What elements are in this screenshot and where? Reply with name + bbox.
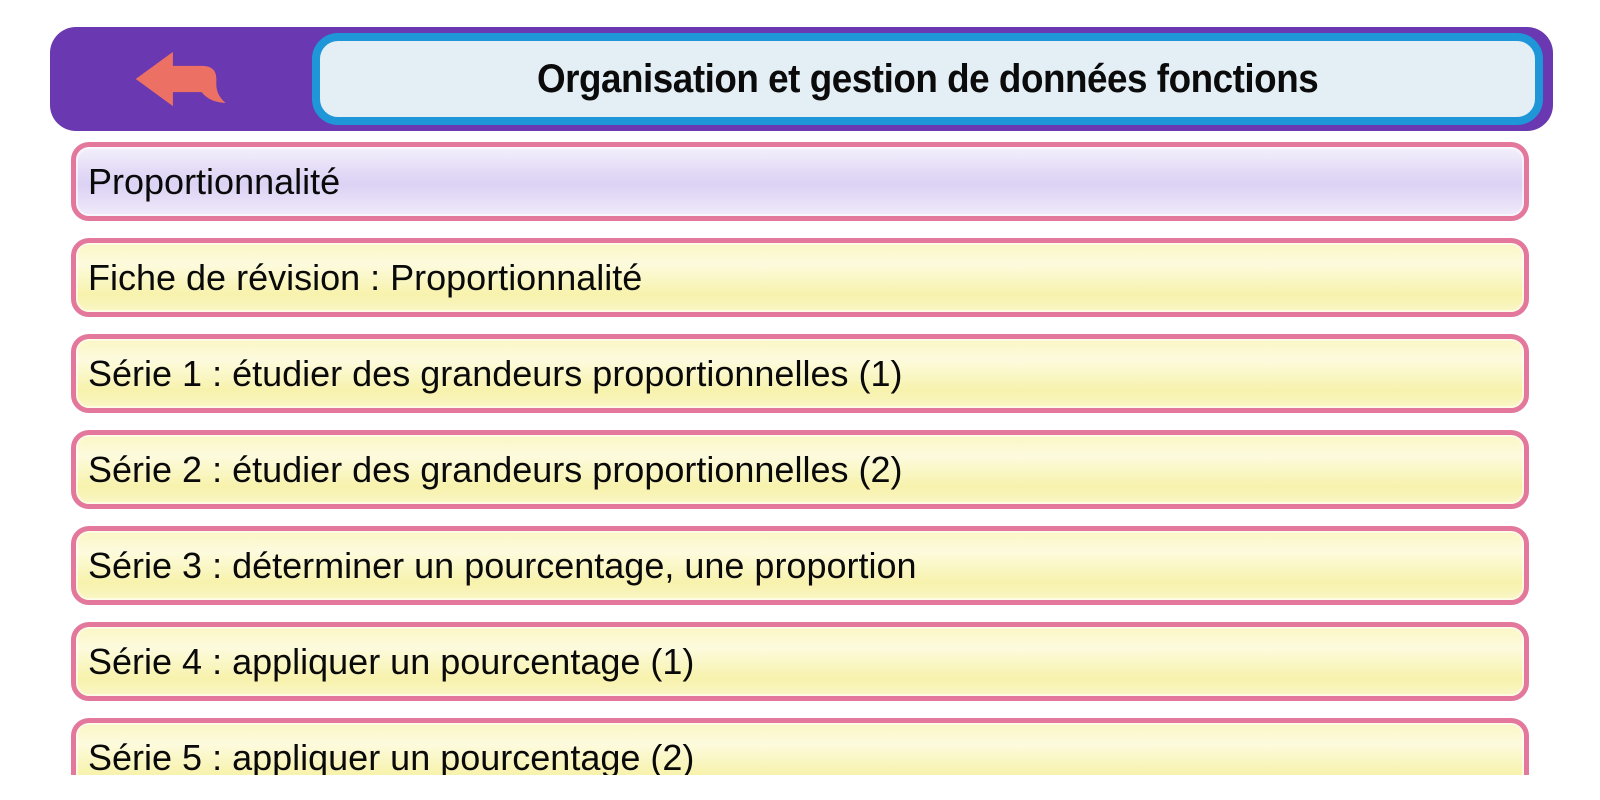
list-item-label: Série 4 : appliquer un pourcentage (1) bbox=[88, 640, 695, 682]
back-arrow-icon bbox=[129, 48, 237, 110]
list-item[interactable]: Série 3 : déterminer un pourcentage, une… bbox=[71, 526, 1529, 605]
page-title-box: Organisation et gestion de données fonct… bbox=[312, 33, 1543, 125]
list-item-label: Série 1 : étudier des grandeurs proporti… bbox=[88, 352, 903, 394]
list-item[interactable]: Série 1 : étudier des grandeurs proporti… bbox=[71, 334, 1529, 413]
list-item-label: Série 5 : appliquer un pourcentage (2) bbox=[88, 736, 695, 776]
page-title: Organisation et gestion de données fonct… bbox=[536, 56, 1319, 101]
list-item[interactable]: Fiche de révision : Proportionnalité bbox=[71, 238, 1529, 317]
list-item-label: Proportionnalité bbox=[88, 160, 341, 202]
header-bar: Organisation et gestion de données fonct… bbox=[50, 27, 1553, 131]
topic-list: Proportionnalité Fiche de révision : Pro… bbox=[71, 142, 1529, 775]
list-item[interactable]: Série 5 : appliquer un pourcentage (2) bbox=[71, 718, 1529, 775]
list-item[interactable]: Proportionnalité bbox=[71, 142, 1529, 221]
list-item[interactable]: Série 2 : étudier des grandeurs proporti… bbox=[71, 430, 1529, 509]
list-item-label: Série 2 : étudier des grandeurs proporti… bbox=[88, 448, 903, 490]
list-item-label: Série 3 : déterminer un pourcentage, une… bbox=[88, 544, 917, 586]
back-button[interactable] bbox=[120, 45, 246, 113]
list-item-label: Fiche de révision : Proportionnalité bbox=[88, 256, 643, 298]
list-item[interactable]: Série 4 : appliquer un pourcentage (1) bbox=[71, 622, 1529, 701]
